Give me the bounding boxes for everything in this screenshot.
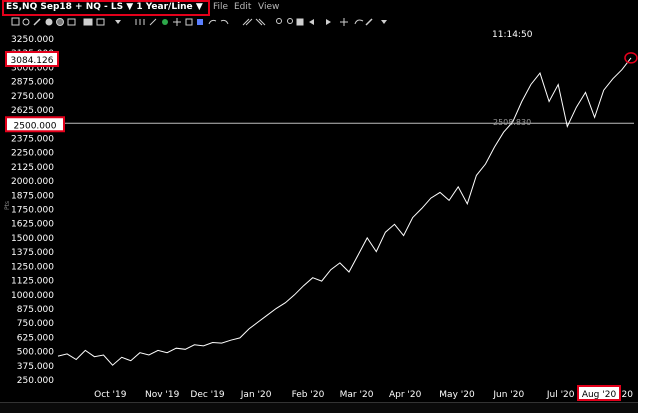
x-highlight-label: Aug '20 <box>582 390 617 400</box>
y-tick-label: 2250.000 <box>11 149 54 159</box>
x-tick-label: Jul '20 <box>546 390 575 400</box>
price-series-line[interactable] <box>57 57 632 366</box>
menu-view[interactable]: View <box>258 2 280 12</box>
crosshair-icon <box>22 18 30 26</box>
x-tick-label: Jun '20 <box>492 390 524 400</box>
plus-icon <box>173 18 181 26</box>
y-tick-label: 3000.000 <box>11 63 54 73</box>
pencil-icon <box>33 18 41 26</box>
y-tick-label: 750.000 <box>17 319 54 329</box>
color-icon <box>162 19 168 25</box>
bar-chart-icon <box>83 18 93 26</box>
fit-icon <box>296 18 304 26</box>
y-tick-label: 2875.000 <box>11 78 54 88</box>
current-value-label: 3084.126 <box>11 56 54 66</box>
time-scrollbar[interactable] <box>0 402 638 413</box>
redo-icon <box>220 19 229 25</box>
y-tick-label: 375.000 <box>17 362 54 372</box>
shift-left-icon <box>309 19 314 25</box>
lines-icon <box>149 18 157 26</box>
tools-icon <box>365 18 373 26</box>
x-highlight-label-box <box>577 385 621 401</box>
x-tick-label: Dec '19 <box>190 390 224 400</box>
y-tick-label: 1250.000 <box>11 262 54 272</box>
last-point-marker <box>624 52 638 64</box>
x-tick-label: Mar '20 <box>340 390 374 400</box>
trendline-icon <box>242 18 253 26</box>
zoom-out-icon <box>287 18 293 24</box>
x-tick-label: Apr '20 <box>389 390 422 400</box>
template-icon <box>197 19 203 25</box>
reference-axis-label: 2500.000 <box>14 121 57 131</box>
fibonacci-icon <box>135 19 145 25</box>
price-chart[interactable]: 3250.0003125.0003000.0002875.0002750.000… <box>0 28 638 403</box>
instrument-highlight-box <box>2 0 210 16</box>
refresh-icon <box>354 19 364 25</box>
y-tick-label: 1125.000 <box>11 277 54 287</box>
shapes-icon <box>45 18 53 26</box>
y-tick-label: 3250.000 <box>11 35 54 45</box>
zoom-in-icon <box>276 18 282 24</box>
y-tick-label: 2000.000 <box>11 177 54 187</box>
menu-edit[interactable]: Edit <box>234 2 252 12</box>
y-tick-label: 2125.000 <box>11 163 54 173</box>
current-value-label-box <box>5 51 59 67</box>
toolbar <box>0 16 638 28</box>
chart-clock: 11:14:50 <box>492 30 533 40</box>
y-tick-label: 1500.000 <box>11 234 54 244</box>
x-tick-label: May '20 <box>439 390 475 400</box>
diagonal-icon <box>255 18 266 26</box>
window-frame-right <box>638 0 651 413</box>
y-tick-label: 250.000 <box>17 376 54 386</box>
dropdown-icon <box>115 20 121 24</box>
x-tick-label: Nov '19 <box>145 390 180 400</box>
shift-right-icon <box>326 19 331 25</box>
y-tick-label: 2375.000 <box>11 134 54 144</box>
y-axis-caption: Pts <box>4 200 12 211</box>
menu-bar: ES,NQ Sep18 + NQ - LS ▼ 1 Year/Line ▼ Fi… <box>0 0 638 16</box>
y-tick-label: 2750.000 <box>11 92 54 102</box>
settings-icon <box>96 18 105 26</box>
y-tick-label: 1000.000 <box>11 291 54 301</box>
period-selector[interactable]: 1 Year/Line <box>136 2 193 12</box>
y-tick-label: 1625.000 <box>11 220 54 230</box>
y-tick-label: 875.000 <box>17 305 54 315</box>
menu-file[interactable]: File <box>213 2 229 12</box>
y-tick-label: 1375.000 <box>11 248 54 258</box>
chevron-down-icon[interactable]: ▼ <box>126 2 134 12</box>
y-tick-label: 500.000 <box>17 348 54 358</box>
y-tick-label: 625.000 <box>17 333 54 343</box>
instrument-name[interactable]: ES,NQ Sep18 + NQ - LS <box>6 2 124 12</box>
x-tick-label: Feb '20 <box>292 390 325 400</box>
expand-icon <box>340 18 348 26</box>
y-tick-label: 1750.000 <box>11 206 54 216</box>
grid-icon <box>185 18 193 26</box>
y-tick-label: 2625.000 <box>11 106 54 116</box>
chart-type-icon <box>67 18 76 26</box>
clock-icon <box>56 18 64 26</box>
reference-line-value: 2508.830 <box>493 118 532 127</box>
x-tick-label: Jan '20 <box>240 390 272 400</box>
undo-icon <box>208 19 217 25</box>
more-icon <box>381 20 387 24</box>
x-tick-label: Oct '19 <box>94 390 127 400</box>
chevron-down-icon[interactable]: ▼ <box>195 2 203 12</box>
instrument-selector[interactable]: ES,NQ Sep18 + NQ - LS ▼ 1 Year/Line ▼ <box>6 1 203 14</box>
y-tick-label: 1875.000 <box>11 191 54 201</box>
arrow-icon <box>11 17 20 26</box>
reference-axis-label-box <box>5 116 65 133</box>
chart-plot-area[interactable]: 3250.0003125.0003000.0002875.0002750.000… <box>0 28 638 401</box>
